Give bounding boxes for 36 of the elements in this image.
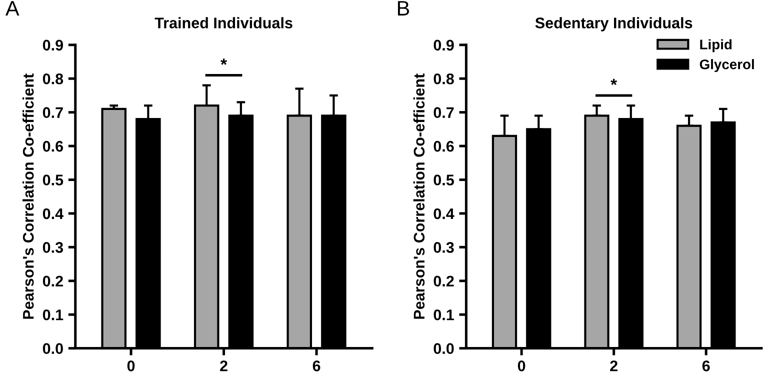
x-tick-label: 0	[127, 360, 135, 372]
y-tick-label: 0.0	[42, 343, 63, 354]
text: A	[5, 1, 20, 16]
x-tick-label: 6	[312, 360, 320, 372]
y-axis-title: Pearson's Correlation Co-efficient	[22, 74, 34, 319]
y-tick-label: 0.2	[42, 276, 63, 287]
text: B	[398, 1, 410, 16]
y-tick-label: 0.5	[434, 174, 454, 186]
y-tick-label: 0.3	[42, 242, 64, 253]
y-tick-label: 0.7	[42, 107, 63, 118]
y-tick-label: 0.9	[42, 40, 63, 51]
legend-label: Glycerol	[700, 59, 754, 72]
annotation: *	[610, 78, 618, 86]
y-tick-label: 0.0	[434, 343, 454, 354]
y-axis-title: Pearson's Correlation Co-efficient	[413, 74, 425, 319]
y-tick-label: 0.8	[42, 73, 64, 84]
y-tick-label: 0.4	[434, 208, 454, 220]
y-tick-label: 0.9	[434, 40, 454, 51]
y-tick-label: 0.8	[434, 73, 454, 84]
y-tick-label: 0.4	[42, 208, 64, 220]
legend-label: Lipid	[700, 39, 732, 52]
chart-title: Trained Individuals	[154, 17, 292, 28]
y-tick-label: 0.6	[434, 140, 454, 152]
y-tick-label: 0.1	[434, 309, 454, 320]
y-tick-label: 0.2	[434, 276, 454, 287]
x-tick-label: 0	[518, 360, 526, 372]
annotation: *	[220, 58, 227, 65]
y-tick-label: 0.7	[434, 107, 454, 118]
y-tick-label: 0.1	[42, 309, 64, 320]
y-tick-label: 0.6	[42, 140, 64, 152]
chart-title: Sedentary Individuals	[535, 17, 692, 32]
x-tick-label: 6	[702, 360, 710, 372]
y-tick-label: 0.3	[434, 242, 454, 253]
x-tick-label: 2	[610, 360, 618, 372]
x-tick-label: 2	[220, 360, 228, 372]
y-tick-label: 0.5	[42, 174, 64, 186]
